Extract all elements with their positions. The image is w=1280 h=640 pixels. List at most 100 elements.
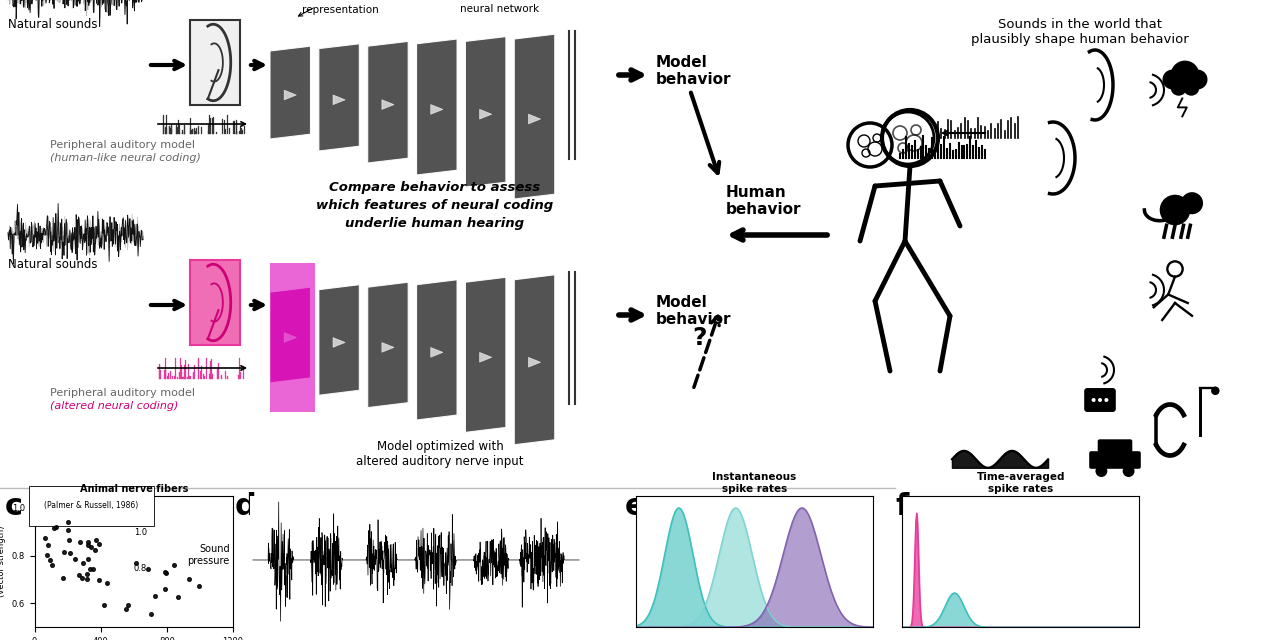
Polygon shape [431,104,443,115]
Point [78,540,99,550]
Y-axis label: Synchrony index
(vector strength): Synchrony index (vector strength) [0,526,6,597]
Point [46,522,67,532]
Polygon shape [284,333,296,342]
Point [77,570,97,580]
Point [59,525,79,535]
Circle shape [1123,465,1134,477]
Point [189,580,210,591]
Point [125,557,146,568]
FancyBboxPatch shape [1098,439,1133,455]
Circle shape [1188,70,1207,90]
Circle shape [1181,192,1203,214]
Polygon shape [319,285,360,396]
Text: (human-like neural coding): (human-like neural coding) [50,153,201,163]
Point [156,568,177,578]
FancyBboxPatch shape [189,260,241,345]
Point [41,560,61,570]
Point [93,600,114,610]
Text: f: f [895,492,909,521]
Point [60,548,81,558]
Point [77,537,97,547]
Point [155,584,175,594]
Point [44,523,64,533]
Point [38,540,59,550]
Polygon shape [333,337,346,348]
Text: Natural sounds: Natural sounds [8,258,97,271]
Polygon shape [466,36,506,187]
Point [90,575,110,585]
Polygon shape [284,90,296,100]
Text: Peripheral auditory model: Peripheral auditory model [50,388,195,398]
Text: d: d [236,492,257,521]
Point [141,609,161,619]
Polygon shape [480,353,492,362]
Polygon shape [381,100,394,109]
Text: Natural sounds: Natural sounds [8,18,97,31]
Text: e: e [625,492,645,521]
Circle shape [1183,79,1199,96]
Circle shape [1096,465,1107,477]
Circle shape [1092,398,1096,402]
FancyBboxPatch shape [1084,388,1116,412]
Text: Model
behavior: Model behavior [657,295,731,328]
Point [65,554,86,564]
Polygon shape [319,44,360,151]
FancyBboxPatch shape [1089,451,1140,468]
Point [82,564,102,574]
Text: 0.8: 0.8 [133,564,147,573]
Point [40,555,60,565]
Point [78,554,99,564]
Text: c: c [5,492,23,521]
Point [52,572,73,582]
Point [36,550,56,560]
Point [118,600,138,610]
Polygon shape [416,280,457,420]
Polygon shape [515,34,554,199]
Point [70,537,91,547]
Polygon shape [270,46,311,139]
Polygon shape [480,109,492,119]
Polygon shape [431,348,443,357]
Polygon shape [529,114,540,124]
Point [54,547,74,557]
Point [179,574,200,584]
Polygon shape [367,42,408,163]
Point [81,542,101,552]
Text: Sound
pressure: Sound pressure [187,544,229,566]
Point [72,573,92,583]
Polygon shape [416,39,457,175]
Circle shape [1171,61,1199,90]
Point [77,573,97,584]
Point [86,535,106,545]
Polygon shape [466,277,506,433]
Polygon shape [333,95,346,105]
Circle shape [1160,195,1190,225]
Point [164,559,184,570]
Polygon shape [529,357,540,367]
Point [58,517,78,527]
Text: neural network: neural network [461,4,540,14]
Point [35,532,55,543]
Text: representation: representation [302,5,379,15]
Text: 1.0: 1.0 [133,529,147,538]
Point [115,604,136,614]
Point [81,564,101,574]
Polygon shape [270,287,311,383]
Point [145,591,165,602]
Circle shape [1211,387,1220,395]
Point [69,570,90,580]
Text: Model
behavior: Model behavior [657,55,731,88]
FancyBboxPatch shape [189,20,241,105]
Polygon shape [367,282,408,408]
Point [73,558,93,568]
Title: Animal nerve fibers: Animal nerve fibers [79,484,188,494]
Text: ?: ? [692,326,708,350]
Point [84,545,105,555]
Circle shape [1171,79,1187,96]
Point [88,539,109,549]
Text: (altered neural coding): (altered neural coding) [50,401,178,411]
Text: Human
behavior: Human behavior [726,185,801,218]
Text: Model optimized with
altered auditory nerve input: Model optimized with altered auditory ne… [356,440,524,468]
Point [59,535,79,545]
Title: Time-averaged
spike rates: Time-averaged spike rates [977,472,1065,494]
